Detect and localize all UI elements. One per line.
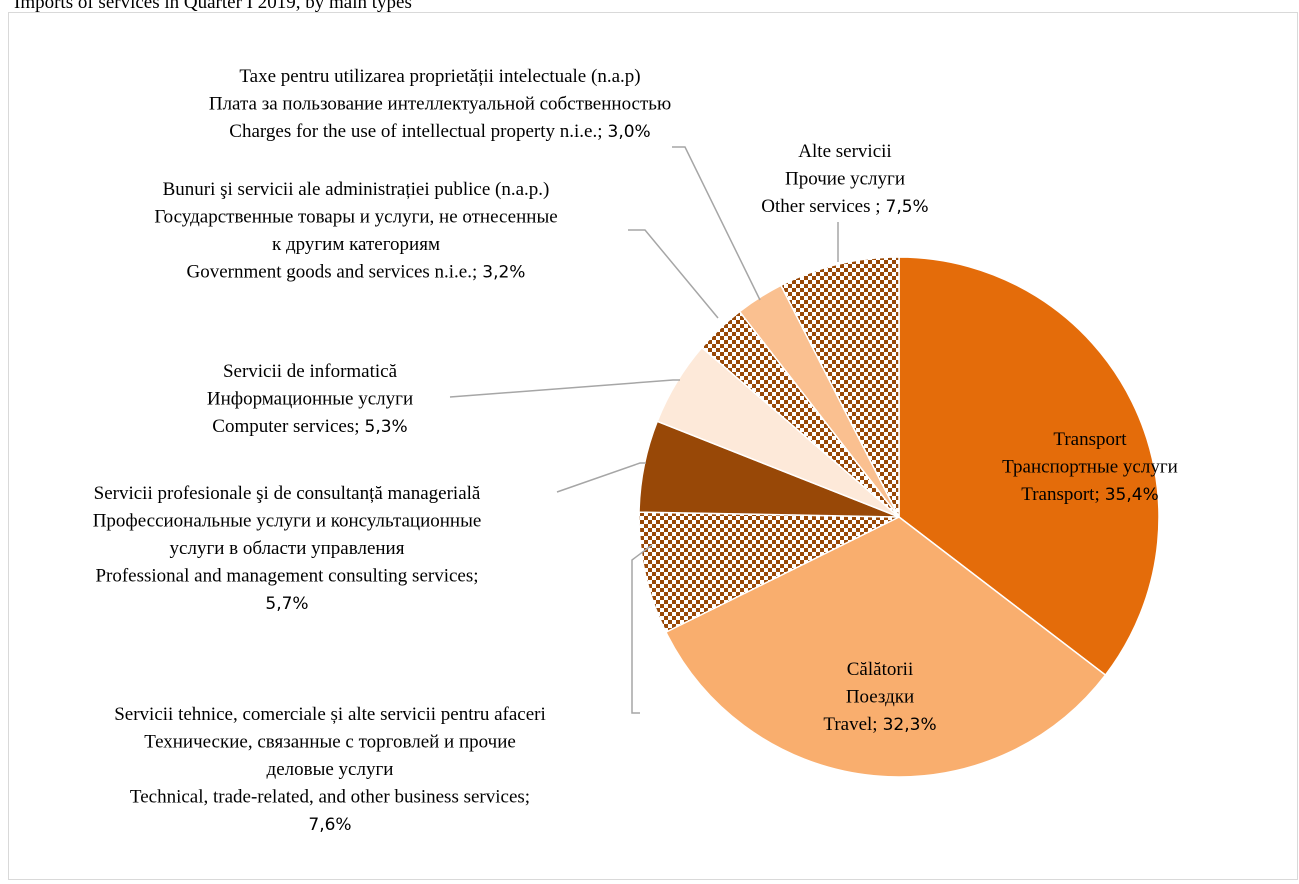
value-label: 5,3%	[365, 417, 408, 437]
leader-line	[556, 462, 646, 493]
leader-line	[628, 229, 719, 319]
data-label-line: Servicii tehnice, comerciale și alte ser…	[114, 704, 546, 725]
leader-line	[449, 379, 680, 398]
value-label: 35,4%	[1105, 485, 1159, 505]
data-label-line: Прочие услуги	[785, 169, 905, 190]
data-label-line: услуги в области управления	[170, 538, 405, 559]
data-label: Alte servicii Прочие услуги Other services…	[761, 141, 928, 217]
data-label-line: Government goods and services n.i.e.;	[187, 262, 478, 283]
data-label-line: Servicii profesionale şi de consultanță …	[94, 483, 481, 504]
pie-slice	[664, 516, 1107, 778]
data-label-line: Bunuri şi servicii ale administrației pu…	[163, 179, 550, 200]
data-label: Călătorii Поездки Travel; 32,3%	[823, 659, 936, 735]
value-label: 5,7%	[265, 594, 308, 614]
value-label: 3,2%	[482, 263, 525, 283]
data-label-line: Servicii de informatică	[223, 361, 398, 382]
data-label-line: к другим категориям	[272, 234, 440, 255]
data-label: Transport Транспортные услуги Transport; 35…	[1002, 429, 1178, 505]
value-label: 7,5%	[886, 197, 929, 217]
data-label-line: Информационные услуги	[207, 389, 413, 410]
data-label: Taxe pentru utilizarea proprietății inte…	[209, 66, 671, 142]
data-label-line: Travel;	[823, 714, 877, 735]
data-label-line: Государственные товары и услуги, не отне…	[154, 207, 557, 228]
pie-slice	[638, 511, 900, 634]
data-label-line: деловые услуги	[267, 759, 394, 780]
pie-slice	[898, 256, 1160, 677]
data-label-line: Технические, связанные с торговлей и про…	[144, 732, 516, 753]
value-label: 3,0%	[608, 122, 651, 142]
pie-slice	[779, 256, 900, 518]
data-label: Servicii de informatică Информационные ус…	[207, 361, 413, 437]
data-label-line: Professional and management consulting s…	[95, 566, 478, 587]
data-label-line: Călătorii	[847, 659, 913, 680]
data-label-line: Transport	[1053, 429, 1127, 450]
data-label-line: Other services ;	[761, 196, 880, 217]
data-label-line: Плата за пользование интеллектуальной со…	[209, 94, 671, 115]
data-label: Bunuri şi servicii ale administrației pu…	[154, 179, 557, 283]
data-label-line: Technical, trade-related, and other busi…	[130, 787, 530, 808]
leader-line	[631, 544, 653, 714]
data-label-line: Поездки	[846, 687, 914, 708]
leader-line	[672, 146, 761, 301]
value-label: 7,6%	[308, 815, 351, 835]
data-label-line: Charges for the use of intellectual prop…	[229, 121, 602, 142]
data-label-line: Computer services;	[212, 416, 359, 437]
data-label-line: Профессиональные услуги и консультационн…	[93, 511, 482, 532]
data-label-line: Транспортные услуги	[1002, 457, 1178, 478]
data-label-line: Transport;	[1021, 484, 1099, 505]
value-label: 32,3%	[883, 715, 937, 735]
chart-title: Imports of services in Quarter I 2019, b…	[14, 0, 412, 13]
data-label-line: Taxe pentru utilizarea proprietății inte…	[239, 66, 640, 87]
data-label: Servicii profesionale şi de consultanță …	[93, 483, 482, 614]
data-label: Servicii tehnice, comerciale și alte ser…	[114, 704, 546, 835]
data-label-line: Alte servicii	[798, 141, 891, 162]
